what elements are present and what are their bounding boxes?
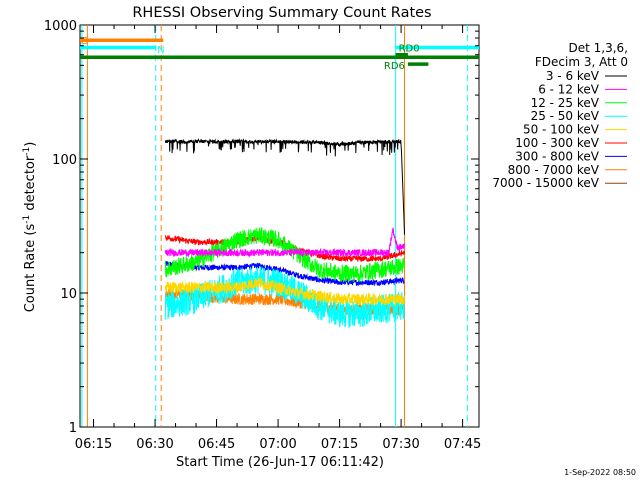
- legend-entry-label: 25 - 50 keV: [531, 109, 600, 123]
- series-line: [164, 138, 405, 235]
- x-tick-label: 06:45: [198, 437, 235, 452]
- x-tick-label: 06:15: [75, 437, 112, 452]
- legend-header-line-2: FDecim 3, Att 0: [535, 55, 628, 69]
- y-axis-label-end: ): [23, 142, 38, 147]
- bar-label: RD0: [399, 44, 420, 55]
- y-tick-label: 1: [69, 421, 77, 436]
- legend-entry-label: 300 - 800 keV: [515, 149, 599, 163]
- y-tick-label: 1000: [44, 19, 77, 34]
- series-layer: [164, 138, 405, 329]
- x-tick-label: 07:00: [259, 437, 296, 452]
- legend-entry-label: 800 - 7000 keV: [508, 163, 600, 177]
- series-line: [164, 260, 405, 287]
- x-tick-label: 07:15: [321, 437, 358, 452]
- ticks-layer: 06:15 06:30 06:45 07:00 07:15 07:30 07:45 1 10 10…: [44, 19, 481, 452]
- legend-entry-label: 3 - 6 keV: [546, 69, 600, 83]
- plot-frame: [79, 24, 480, 428]
- legend-header-line-1: Det 1,3,6,: [569, 41, 629, 55]
- legend-entry-label: 7000 - 15000 keV: [492, 176, 599, 190]
- bar-label: RD6: [384, 61, 405, 72]
- x-tick-label: 06:30: [136, 437, 173, 452]
- bar-marker: N: [157, 45, 164, 56]
- vertical-lines-layer: [81, 25, 468, 427]
- series-line: [164, 276, 405, 307]
- x-axis-label: Start Time (26-Jun-17 06:11:42): [176, 455, 384, 470]
- y-tick-label: 100: [52, 153, 77, 168]
- y-axis-label-sup1: -1: [22, 215, 32, 224]
- series-line: [164, 227, 405, 258]
- footer-date: 1-Sep-2022 08:50: [564, 468, 636, 477]
- y-tick-label: 10: [60, 287, 77, 302]
- legend-entry-label: 50 - 100 keV: [523, 123, 600, 137]
- legend-entry-label: 6 - 12 keV: [538, 82, 600, 96]
- y-axis-label-main: Count Rate (s: [23, 224, 38, 313]
- legend-entry-label: 12 - 25 keV: [531, 96, 600, 110]
- y-axis-label-sup2: -1: [22, 147, 32, 156]
- y-axis-label: Count Rate (s-1 detector-1): [22, 142, 38, 313]
- y-axis-label-mid: detector: [23, 155, 38, 215]
- chart-title: RHESSI Observing Summary Count Rates: [132, 5, 431, 21]
- x-tick-label: 07:30: [382, 437, 419, 452]
- horizontal-bars-layer: RD0 RD6 C N: [80, 36, 479, 72]
- bar-marker: C: [81, 36, 88, 47]
- x-tick-label: 07:45: [444, 437, 481, 452]
- legend-entry-label: 100 - 300 keV: [515, 136, 599, 150]
